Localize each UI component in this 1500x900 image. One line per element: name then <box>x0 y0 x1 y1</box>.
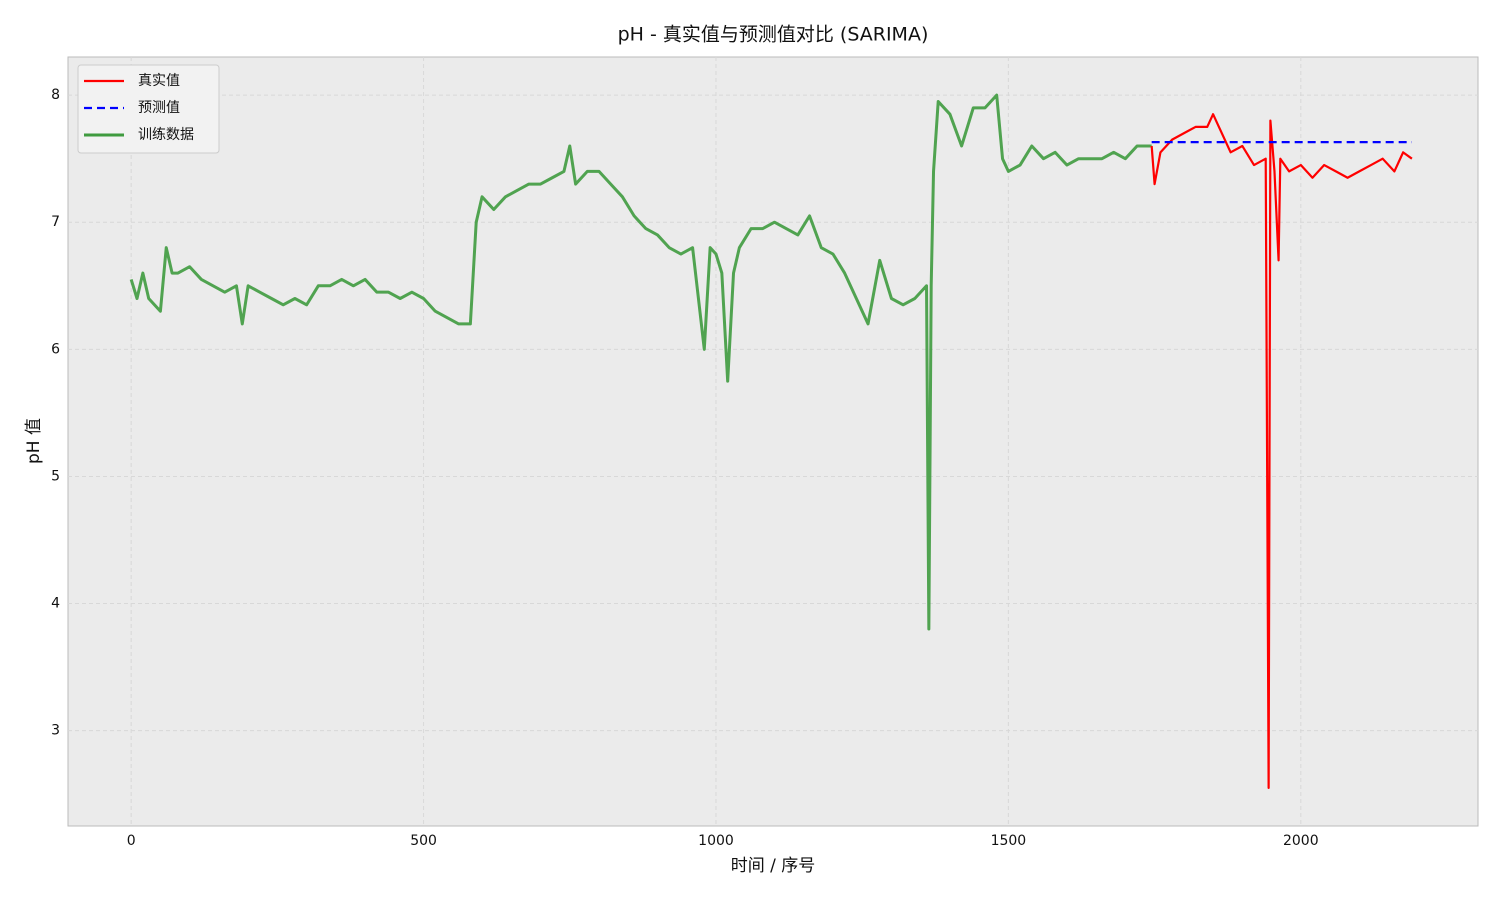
series-line <box>1150 113 1413 789</box>
x-tick-label: 1000 <box>698 833 734 849</box>
series-line <box>129 93 1152 631</box>
y-tick-label: 5 <box>51 468 60 484</box>
lines <box>129 93 1413 789</box>
ticks: 0 500 1000 1500 2000 3 4 5 6 7 8 <box>51 87 1319 849</box>
y-tick-label: 8 <box>51 87 60 103</box>
y-tick-label: 7 <box>51 214 60 230</box>
legend-label: 训练数据 <box>138 127 194 143</box>
y-tick-label: 3 <box>51 723 60 739</box>
chart-title: pH - 真实值与预测值对比 (SARIMA) <box>618 24 929 46</box>
x-axis-label: 时间 / 序号 <box>731 856 816 876</box>
x-tick-label: 2000 <box>1283 833 1319 849</box>
legend-label: 预测值 <box>138 100 180 116</box>
grid <box>68 57 1478 826</box>
y-tick-label: 4 <box>51 596 60 612</box>
y-axis-label: pH 值 <box>24 418 44 464</box>
y-tick-label: 6 <box>51 341 60 357</box>
plot-area <box>67 56 1479 827</box>
x-tick-label: 500 <box>410 833 437 849</box>
legend-box <box>77 64 220 154</box>
x-tick-label: 0 <box>127 833 136 849</box>
legend-label: 真实值 <box>138 73 180 89</box>
x-tick-label: 1500 <box>991 833 1027 849</box>
